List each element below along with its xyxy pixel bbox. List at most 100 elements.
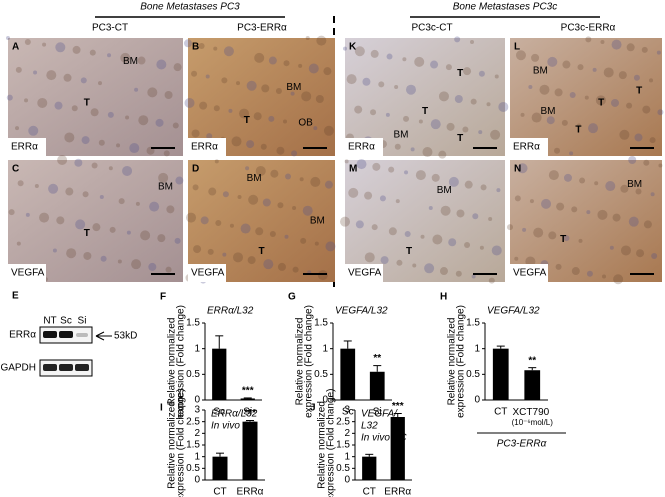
tissue-texture	[155, 118, 164, 127]
tissue-texture	[446, 122, 455, 131]
y-axis-label: Relative normalized	[167, 318, 178, 406]
tissue-texture	[223, 46, 234, 57]
micrograph-image	[345, 160, 505, 282]
bar	[369, 371, 385, 400]
tissue-texture	[215, 220, 222, 227]
tissue-texture	[107, 53, 112, 58]
tissue-label: OB	[298, 118, 313, 129]
tissue-label: T	[84, 228, 90, 239]
tissue-texture	[626, 43, 635, 52]
tissue-label: T	[422, 106, 428, 117]
micrograph: B ERRα BM OB T	[184, 35, 335, 157]
tissue-label: BM	[627, 179, 642, 190]
tissue-texture	[8, 209, 15, 216]
tissue-texture	[314, 241, 319, 246]
tissue-label: BM	[158, 181, 173, 192]
tissue-texture	[229, 223, 234, 228]
tissue-texture	[394, 143, 401, 150]
tissue-texture	[578, 238, 583, 243]
y-tick-label: 2.5	[186, 416, 200, 427]
tissue-texture	[166, 205, 175, 214]
y-tick-label: 0	[474, 395, 480, 406]
bar	[390, 417, 405, 480]
y-axis-label: expression (Fold change)	[304, 305, 315, 418]
micrograph: N VEGFA BM T	[507, 156, 663, 285]
tissue-texture	[299, 177, 304, 182]
tissue-texture	[15, 126, 20, 131]
bar	[212, 348, 227, 400]
tissue-texture	[612, 213, 621, 222]
tissue-texture	[75, 219, 86, 230]
chart-title: VEGFA/	[361, 409, 398, 420]
tissue-texture	[214, 159, 219, 164]
tissue-texture	[340, 216, 350, 227]
stain-label-box	[345, 138, 383, 156]
y-axis-label: Relative normalized	[317, 401, 328, 489]
tissue-texture	[134, 87, 139, 92]
tissue-texture	[137, 56, 146, 65]
tissue-texture	[586, 210, 591, 215]
tissue-texture	[592, 67, 597, 72]
micrograph-image	[510, 160, 662, 282]
tissue-label: T	[560, 234, 566, 245]
tissue-texture	[571, 267, 580, 276]
tissue-texture	[147, 87, 158, 98]
y-tick-label: 0.5	[314, 369, 328, 380]
x-tick-label: ERRα	[237, 487, 264, 497]
tissue-texture	[488, 216, 493, 221]
tissue-texture	[498, 101, 509, 112]
tissue-texture	[222, 191, 229, 198]
chart-title: L32	[361, 421, 378, 432]
stain-label-box	[8, 138, 46, 156]
panel-letter: F	[160, 292, 166, 303]
micrograph-image	[345, 38, 505, 156]
tissue-texture	[56, 216, 65, 225]
tissue-texture	[191, 129, 200, 138]
tissue-texture	[247, 256, 256, 265]
tissue-texture	[650, 192, 655, 197]
y-tick-label: 0	[322, 395, 328, 406]
lane-label: Si	[78, 316, 87, 327]
y-tick-label: 2.5	[336, 416, 350, 427]
y-axis-label: expression (Fold change)	[176, 305, 187, 418]
tissue-texture	[89, 49, 96, 56]
tissue-texture	[520, 112, 525, 117]
tissue-texture	[193, 245, 202, 254]
tissue-texture	[448, 238, 457, 247]
y-axis-label: expression (Fold change)	[456, 305, 467, 418]
tissue-texture	[517, 163, 528, 174]
tissue-texture	[456, 209, 465, 218]
tissue-texture	[268, 115, 275, 122]
tissue-texture	[354, 105, 363, 114]
bar	[524, 370, 541, 400]
tissue-texture	[628, 216, 639, 227]
tissue-texture	[283, 60, 290, 67]
tissue-texture	[39, 212, 50, 223]
tissue-texture	[636, 249, 645, 258]
tissue-texture	[270, 169, 279, 178]
y-tick-label: 1.5	[336, 440, 350, 451]
panel-letter: E	[12, 291, 19, 302]
group-title: Bone Metastases PC3	[140, 2, 240, 13]
tissue-texture	[129, 143, 140, 154]
y-tick-label: 1.5	[186, 318, 200, 329]
tissue-texture	[302, 205, 313, 216]
tissue-texture	[305, 36, 310, 40]
tissue-texture	[649, 137, 656, 144]
y-tick-label: 1.5	[314, 318, 328, 329]
micrograph: L ERRα BM BM T T T	[510, 36, 664, 156]
tissue-texture	[371, 224, 378, 231]
tissue-label: T	[636, 86, 642, 97]
tissue-texture	[57, 155, 68, 165]
tissue-texture	[480, 184, 487, 191]
panel-letter: C	[12, 164, 19, 175]
stain-label: VEGFA	[513, 268, 547, 279]
tissue-label: T	[457, 68, 463, 79]
tissue-texture	[547, 56, 558, 67]
x-tick-label-line: (10⁻⁶mol/L)	[512, 418, 554, 427]
tissue-texture	[454, 36, 461, 43]
tissue-texture	[254, 52, 265, 63]
tissue-texture	[372, 162, 381, 171]
tissue-texture	[163, 150, 170, 157]
tissue-texture	[414, 56, 425, 67]
